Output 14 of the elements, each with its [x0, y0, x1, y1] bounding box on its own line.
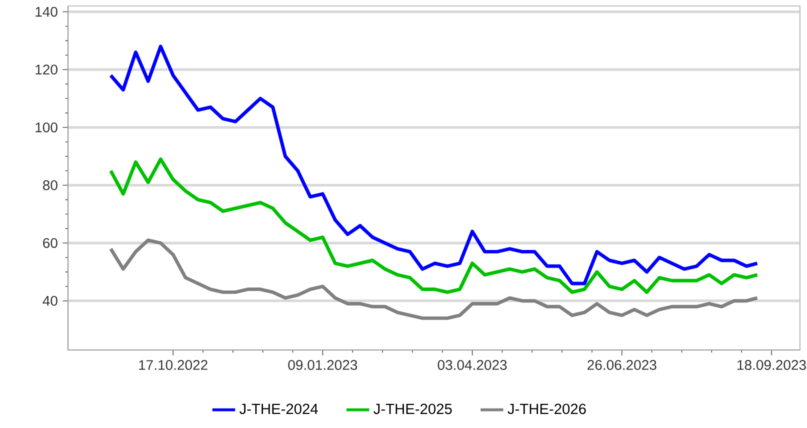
- x-tick-label: 09.01.2023: [288, 360, 358, 370]
- x-tick-label: 26.06.2023: [588, 360, 656, 370]
- x-tick-label: 17.10.2022: [139, 360, 208, 370]
- y-tick-label: 40: [42, 296, 58, 306]
- x-tick-label: 03.04.2023: [438, 360, 507, 370]
- legend-label: J-THE-2024: [239, 404, 318, 414]
- x-tick-label: 18.09.2023: [738, 360, 806, 370]
- y-tick-label: 100: [36, 122, 58, 132]
- y-tick-label: 60: [43, 238, 58, 248]
- y-tick-label: 140: [36, 6, 58, 17]
- y-tick-label: 80: [43, 180, 58, 190]
- legend-label: J-THE-2025: [374, 404, 452, 414]
- legend-label: J-THE-2026: [508, 404, 586, 414]
- y-tick-label: 120: [36, 64, 58, 75]
